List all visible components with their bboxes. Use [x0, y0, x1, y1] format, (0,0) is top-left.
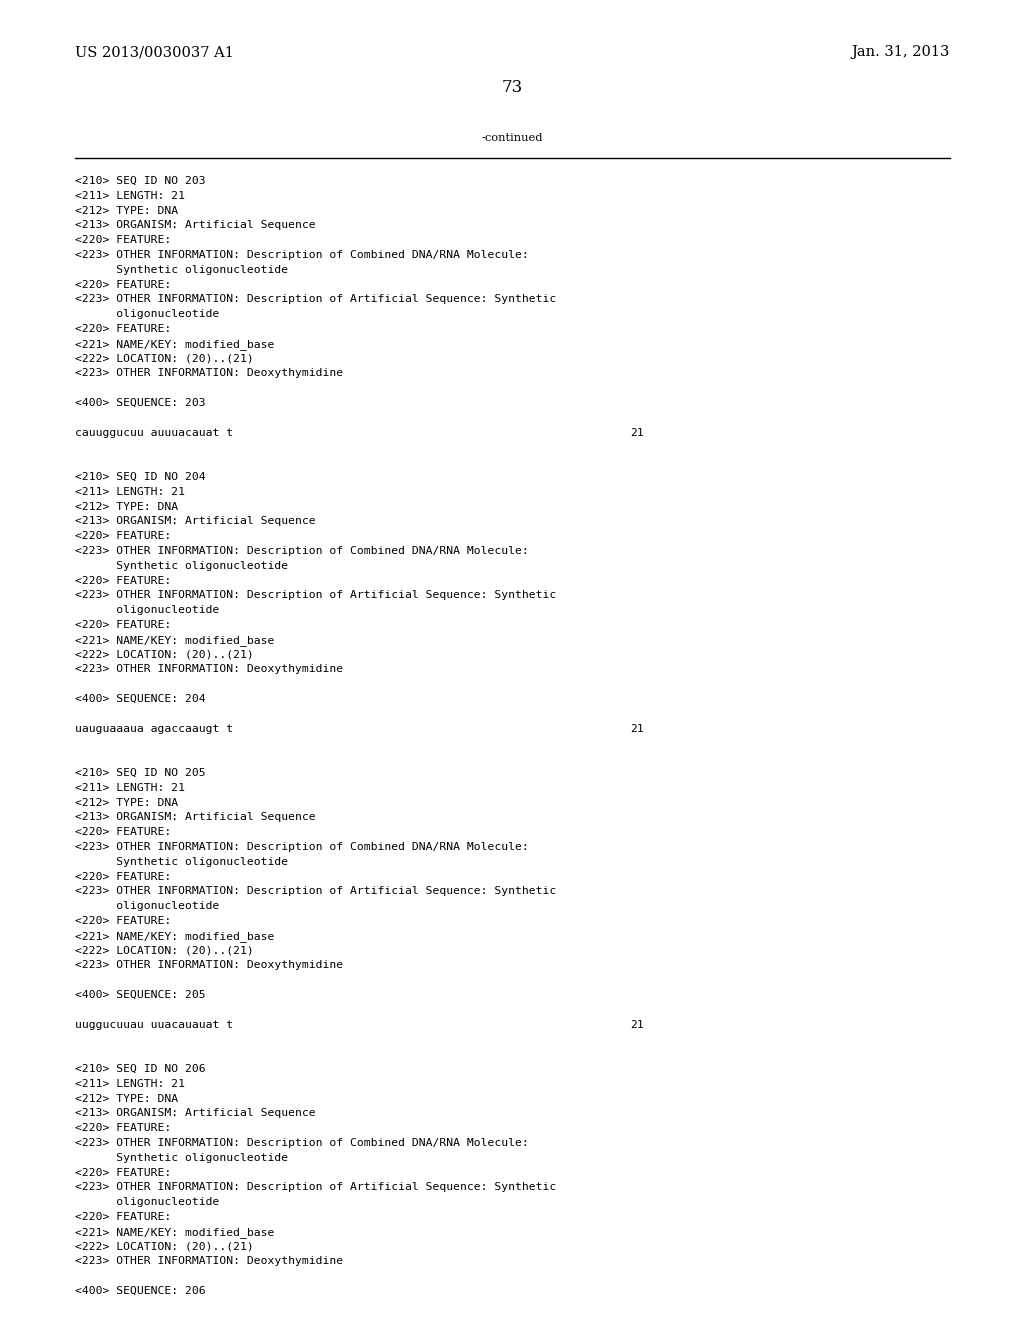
Text: <221> NAME/KEY: modified_base: <221> NAME/KEY: modified_base	[75, 1226, 274, 1238]
Text: <223> OTHER INFORMATION: Description of Combined DNA/RNA Molecule:: <223> OTHER INFORMATION: Description of …	[75, 842, 528, 851]
Text: <222> LOCATION: (20)..(21): <222> LOCATION: (20)..(21)	[75, 354, 254, 363]
Text: Synthetic oligonucleotide: Synthetic oligonucleotide	[75, 857, 288, 867]
Text: <211> LENGTH: 21: <211> LENGTH: 21	[75, 783, 185, 793]
Text: <220> FEATURE:: <220> FEATURE:	[75, 916, 171, 927]
Text: <220> FEATURE:: <220> FEATURE:	[75, 620, 171, 630]
Text: cauuggucuu auuuacauat t: cauuggucuu auuuacauat t	[75, 428, 233, 438]
Text: <220> FEATURE:: <220> FEATURE:	[75, 576, 171, 586]
Text: <223> OTHER INFORMATION: Deoxythymidine: <223> OTHER INFORMATION: Deoxythymidine	[75, 1257, 343, 1266]
Text: <220> FEATURE:: <220> FEATURE:	[75, 280, 171, 289]
Text: 21: 21	[630, 723, 644, 734]
Text: <210> SEQ ID NO 205: <210> SEQ ID NO 205	[75, 768, 206, 777]
Text: <223> OTHER INFORMATION: Description of Combined DNA/RNA Molecule:: <223> OTHER INFORMATION: Description of …	[75, 1138, 528, 1148]
Text: <222> LOCATION: (20)..(21): <222> LOCATION: (20)..(21)	[75, 649, 254, 660]
Text: <220> FEATURE:: <220> FEATURE:	[75, 871, 171, 882]
Text: <223> OTHER INFORMATION: Deoxythymidine: <223> OTHER INFORMATION: Deoxythymidine	[75, 368, 343, 379]
Text: uauguaaaua agaccaaugt t: uauguaaaua agaccaaugt t	[75, 723, 233, 734]
Text: <400> SEQUENCE: 205: <400> SEQUENCE: 205	[75, 990, 206, 1001]
Text: <210> SEQ ID NO 204: <210> SEQ ID NO 204	[75, 473, 206, 482]
Text: 73: 73	[502, 79, 522, 96]
Text: <213> ORGANISM: Artificial Sequence: <213> ORGANISM: Artificial Sequence	[75, 220, 315, 231]
Text: <220> FEATURE:: <220> FEATURE:	[75, 531, 171, 541]
Text: <213> ORGANISM: Artificial Sequence: <213> ORGANISM: Artificial Sequence	[75, 812, 315, 822]
Text: <400> SEQUENCE: 203: <400> SEQUENCE: 203	[75, 399, 206, 408]
Text: <220> FEATURE:: <220> FEATURE:	[75, 1123, 171, 1133]
Text: <212> TYPE: DNA: <212> TYPE: DNA	[75, 206, 178, 215]
Text: <221> NAME/KEY: modified_base: <221> NAME/KEY: modified_base	[75, 339, 274, 350]
Text: <213> ORGANISM: Artificial Sequence: <213> ORGANISM: Artificial Sequence	[75, 516, 315, 527]
Text: <223> OTHER INFORMATION: Deoxythymidine: <223> OTHER INFORMATION: Deoxythymidine	[75, 961, 343, 970]
Text: Jan. 31, 2013: Jan. 31, 2013	[852, 45, 950, 59]
Text: <220> FEATURE:: <220> FEATURE:	[75, 235, 171, 246]
Text: <212> TYPE: DNA: <212> TYPE: DNA	[75, 1093, 178, 1104]
Text: <221> NAME/KEY: modified_base: <221> NAME/KEY: modified_base	[75, 931, 274, 941]
Text: <221> NAME/KEY: modified_base: <221> NAME/KEY: modified_base	[75, 635, 274, 645]
Text: <210> SEQ ID NO 203: <210> SEQ ID NO 203	[75, 176, 206, 186]
Text: <220> FEATURE:: <220> FEATURE:	[75, 1168, 171, 1177]
Text: <222> LOCATION: (20)..(21): <222> LOCATION: (20)..(21)	[75, 945, 254, 956]
Text: 21: 21	[630, 428, 644, 438]
Text: oligonucleotide: oligonucleotide	[75, 605, 219, 615]
Text: US 2013/0030037 A1: US 2013/0030037 A1	[75, 45, 233, 59]
Text: <223> OTHER INFORMATION: Description of Artificial Sequence: Synthetic: <223> OTHER INFORMATION: Description of …	[75, 1183, 556, 1192]
Text: Synthetic oligonucleotide: Synthetic oligonucleotide	[75, 561, 288, 570]
Text: <223> OTHER INFORMATION: Description of Artificial Sequence: Synthetic: <223> OTHER INFORMATION: Description of …	[75, 887, 556, 896]
Text: <220> FEATURE:: <220> FEATURE:	[75, 1212, 171, 1222]
Text: <223> OTHER INFORMATION: Description of Artificial Sequence: Synthetic: <223> OTHER INFORMATION: Description of …	[75, 590, 556, 601]
Text: -continued: -continued	[481, 133, 543, 143]
Text: <222> LOCATION: (20)..(21): <222> LOCATION: (20)..(21)	[75, 1242, 254, 1251]
Text: oligonucleotide: oligonucleotide	[75, 1197, 219, 1208]
Text: <211> LENGTH: 21: <211> LENGTH: 21	[75, 487, 185, 496]
Text: <223> OTHER INFORMATION: Description of Artificial Sequence: Synthetic: <223> OTHER INFORMATION: Description of …	[75, 294, 556, 305]
Text: <212> TYPE: DNA: <212> TYPE: DNA	[75, 502, 178, 512]
Text: oligonucleotide: oligonucleotide	[75, 309, 219, 319]
Text: <223> OTHER INFORMATION: Description of Combined DNA/RNA Molecule:: <223> OTHER INFORMATION: Description of …	[75, 249, 528, 260]
Text: <400> SEQUENCE: 204: <400> SEQUENCE: 204	[75, 694, 206, 704]
Text: <211> LENGTH: 21: <211> LENGTH: 21	[75, 191, 185, 201]
Text: oligonucleotide: oligonucleotide	[75, 902, 219, 911]
Text: Synthetic oligonucleotide: Synthetic oligonucleotide	[75, 265, 288, 275]
Text: <223> OTHER INFORMATION: Deoxythymidine: <223> OTHER INFORMATION: Deoxythymidine	[75, 664, 343, 675]
Text: <212> TYPE: DNA: <212> TYPE: DNA	[75, 797, 178, 808]
Text: <220> FEATURE:: <220> FEATURE:	[75, 323, 171, 334]
Text: <223> OTHER INFORMATION: Description of Combined DNA/RNA Molecule:: <223> OTHER INFORMATION: Description of …	[75, 546, 528, 556]
Text: uuggucuuau uuacauauat t: uuggucuuau uuacauauat t	[75, 1019, 233, 1030]
Text: <213> ORGANISM: Artificial Sequence: <213> ORGANISM: Artificial Sequence	[75, 1109, 315, 1118]
Text: 21: 21	[630, 1019, 644, 1030]
Text: Synthetic oligonucleotide: Synthetic oligonucleotide	[75, 1152, 288, 1163]
Text: <400> SEQUENCE: 206: <400> SEQUENCE: 206	[75, 1286, 206, 1296]
Text: <220> FEATURE:: <220> FEATURE:	[75, 828, 171, 837]
Text: <211> LENGTH: 21: <211> LENGTH: 21	[75, 1078, 185, 1089]
Text: <210> SEQ ID NO 206: <210> SEQ ID NO 206	[75, 1064, 206, 1074]
